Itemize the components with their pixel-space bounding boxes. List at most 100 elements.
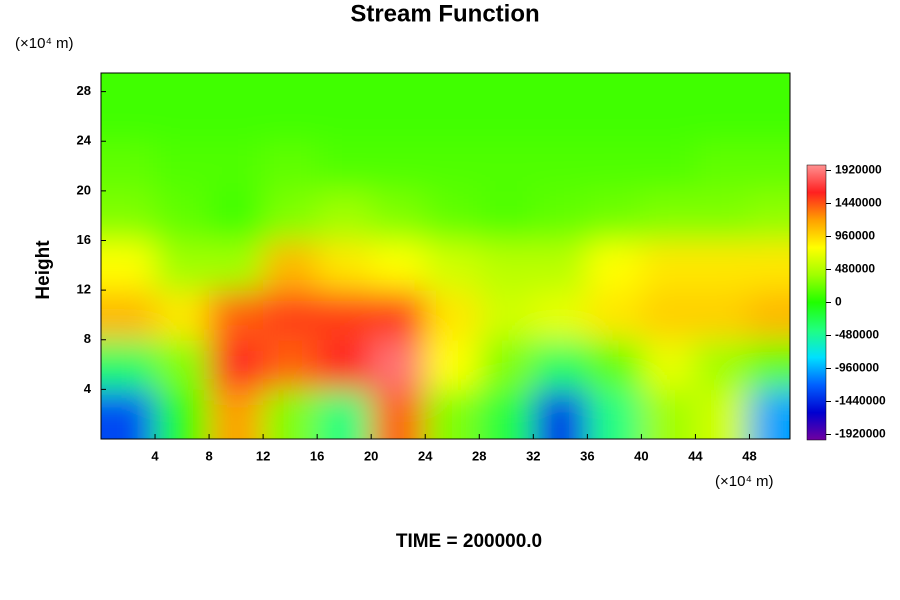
x-unit: (×10⁴ m)	[715, 473, 774, 490]
heat-cell	[641, 73, 696, 93]
heat-cell	[479, 339, 534, 390]
heat-cell	[425, 339, 480, 390]
heat-cell	[641, 91, 696, 142]
heat-cell	[533, 389, 588, 439]
colorbar-tick-label: 0	[835, 295, 842, 309]
y-tick-label: 28	[77, 83, 91, 98]
x-tick-label: 12	[256, 448, 270, 463]
heat-cell	[371, 73, 426, 93]
heat-cell	[425, 73, 480, 93]
heat-cell	[317, 339, 372, 390]
colorbar-tick-label: -960000	[835, 361, 879, 375]
y-tick-label: 4	[84, 381, 92, 396]
heat-cell	[209, 240, 264, 291]
field	[101, 73, 790, 439]
heat-cell	[425, 240, 480, 291]
x-tick-label: 36	[580, 448, 594, 463]
heat-cell	[101, 290, 156, 341]
y-tick-label: 20	[77, 182, 91, 197]
heat-cell	[641, 339, 696, 390]
heat-cell	[641, 389, 696, 439]
heat-cell	[749, 240, 790, 291]
heat-cell	[533, 339, 588, 390]
heat-cell	[263, 339, 318, 390]
heat-cell	[587, 389, 642, 439]
colorbar-tick-label: -1440000	[835, 394, 886, 408]
x-tick-label: 4	[151, 448, 159, 463]
heat-cell	[371, 290, 426, 341]
heat-cell	[263, 240, 318, 291]
heat-cell	[641, 190, 696, 241]
colorbar	[806, 164, 827, 441]
heat-cell	[695, 73, 750, 93]
y-tick-label: 16	[77, 232, 91, 247]
heat-cell	[695, 91, 750, 142]
heat-cell	[101, 240, 156, 291]
heat-cell	[263, 73, 318, 93]
colorbar-tick-label: 960000	[835, 229, 875, 243]
heat-cell	[155, 240, 210, 291]
heat-cell	[155, 389, 210, 439]
heat-cell	[317, 91, 372, 142]
heat-cell	[209, 190, 264, 241]
heat-cell	[371, 339, 426, 390]
heat-cell	[155, 339, 210, 390]
heat-cell	[155, 73, 210, 93]
heat-cell	[155, 290, 210, 341]
y-tick-label: 8	[84, 331, 91, 346]
heat-cell	[209, 91, 264, 142]
heat-cell	[749, 73, 790, 93]
heat-cell	[263, 190, 318, 241]
x-tick-label: 24	[418, 448, 433, 463]
heat-cell	[317, 389, 372, 439]
heat-cell	[695, 339, 750, 390]
heat-cell	[317, 290, 372, 341]
heat-cell	[533, 290, 588, 341]
heat-cell	[209, 141, 264, 192]
heat-cell	[479, 141, 534, 192]
heat-cell	[749, 339, 790, 390]
heat-cell	[695, 190, 750, 241]
heat-cell	[587, 339, 642, 390]
heat-cell	[587, 290, 642, 341]
x-tick-label: 8	[205, 448, 212, 463]
heat-cell	[479, 190, 534, 241]
heat-cell	[533, 141, 588, 192]
y-tick-label: 24	[77, 133, 92, 148]
heat-cell	[101, 190, 156, 241]
heat-cell	[155, 190, 210, 241]
heat-cell	[425, 389, 480, 439]
x-tick-label: 32	[526, 448, 540, 463]
heat-cell	[479, 290, 534, 341]
heat-cell	[641, 290, 696, 341]
y-tick-label: 12	[77, 282, 91, 297]
y-unit: (×10⁴ m)	[15, 35, 74, 52]
heat-cell	[695, 240, 750, 291]
heat-cell	[209, 339, 264, 390]
heat-cell	[263, 141, 318, 192]
heat-cell	[425, 91, 480, 142]
heat-cell	[209, 389, 264, 439]
heat-cell	[371, 190, 426, 241]
heat-cell	[263, 91, 318, 142]
heat-cell	[101, 73, 156, 93]
heat-cell	[317, 190, 372, 241]
x-tick-label: 48	[742, 448, 756, 463]
cells	[101, 73, 790, 439]
heat-cell	[155, 141, 210, 192]
heat-cell	[749, 290, 790, 341]
heat-cell	[101, 91, 156, 142]
heat-cell	[641, 240, 696, 291]
heat-cell	[533, 73, 588, 93]
heat-cell	[479, 389, 534, 439]
heat-cell	[371, 389, 426, 439]
heat-cell	[749, 389, 790, 439]
heat-cell	[695, 141, 750, 192]
heat-cell	[749, 190, 790, 241]
heat-cell	[479, 240, 534, 291]
heat-cell	[209, 73, 264, 93]
heat-cell	[533, 190, 588, 241]
heat-cell	[587, 240, 642, 291]
x-tick-label: 28	[472, 448, 486, 463]
heat-cell	[641, 141, 696, 192]
